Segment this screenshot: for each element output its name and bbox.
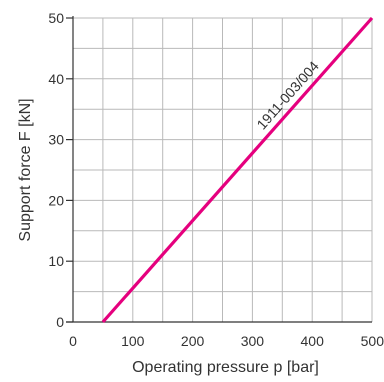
y-tick-label: 0 — [56, 314, 64, 330]
y-tick-labels: 0 10 20 30 40 50 — [48, 10, 73, 330]
series-line — [101, 16, 374, 324]
x-tick-label: 300 — [241, 333, 265, 349]
y-tick-label: 20 — [48, 192, 64, 208]
x-tick-label: 0 — [69, 333, 77, 349]
x-tick-label: 400 — [301, 333, 325, 349]
x-tick-label: 100 — [121, 333, 145, 349]
y-tick-label: 30 — [48, 132, 64, 148]
x-tick-label: 200 — [181, 333, 205, 349]
y-tick-label: 10 — [48, 253, 64, 269]
x-axis-title: Operating pressure p [bar] — [132, 359, 319, 376]
y-axis-title: Support force F [kN] — [17, 98, 34, 241]
grid — [73, 17, 373, 322]
x-tick-labels: 0 100 200 300 400 500 — [69, 333, 384, 349]
y-tick-label: 40 — [48, 71, 64, 87]
x-tick-label: 500 — [361, 333, 384, 349]
y-tick-label: 50 — [48, 10, 64, 26]
axes — [66, 16, 372, 323]
